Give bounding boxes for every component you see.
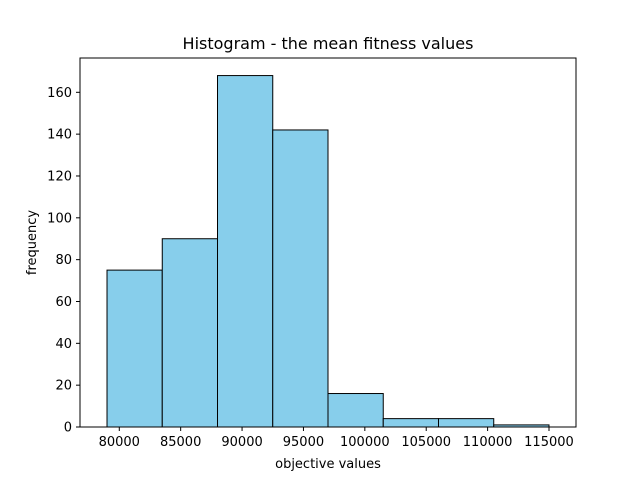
y-tick-label: 120 — [47, 169, 72, 184]
histogram-bar — [161, 238, 219, 428]
y-tick-label: 20 — [55, 379, 72, 394]
y-tick-label: 100 — [47, 211, 72, 226]
histogram-bar — [382, 418, 439, 428]
x-tick-label: 85000 — [160, 435, 201, 450]
histogram-bar — [327, 393, 384, 428]
histogram-bar — [217, 75, 274, 428]
y-tick-label: 40 — [55, 337, 72, 352]
histogram-bar — [272, 129, 329, 428]
x-axis-ticks: 80000 85000 90000 95000 100000 105000 110000 11… — [99, 427, 574, 450]
chart-title: Histogram - the mean fitness values — [183, 34, 474, 53]
x-axis-label: objective values — [275, 457, 381, 472]
y-tick-label: 80 — [55, 253, 72, 268]
bars-layer — [106, 75, 550, 428]
y-tick-label: 0 — [64, 421, 72, 436]
histogram-bar — [106, 269, 163, 428]
x-tick-label: 115000 — [524, 435, 574, 450]
y-tick-label: 60 — [55, 295, 72, 310]
histogram-bar — [437, 418, 495, 428]
y-axis-ticks: 0 20 40 60 80 100 120 140 160 — [47, 86, 80, 436]
x-tick-label: 95000 — [283, 435, 324, 450]
y-axis-label: frequency — [25, 210, 40, 276]
x-tick-label: 90000 — [221, 435, 262, 450]
x-tick-label: 100000 — [340, 435, 390, 450]
y-tick-label: 140 — [47, 128, 72, 143]
x-tick-label: 80000 — [99, 435, 140, 450]
y-tick-label: 160 — [47, 86, 72, 101]
plot-frame — [79, 57, 577, 428]
x-tick-label: 110000 — [463, 435, 513, 450]
x-tick-label: 105000 — [401, 435, 451, 450]
